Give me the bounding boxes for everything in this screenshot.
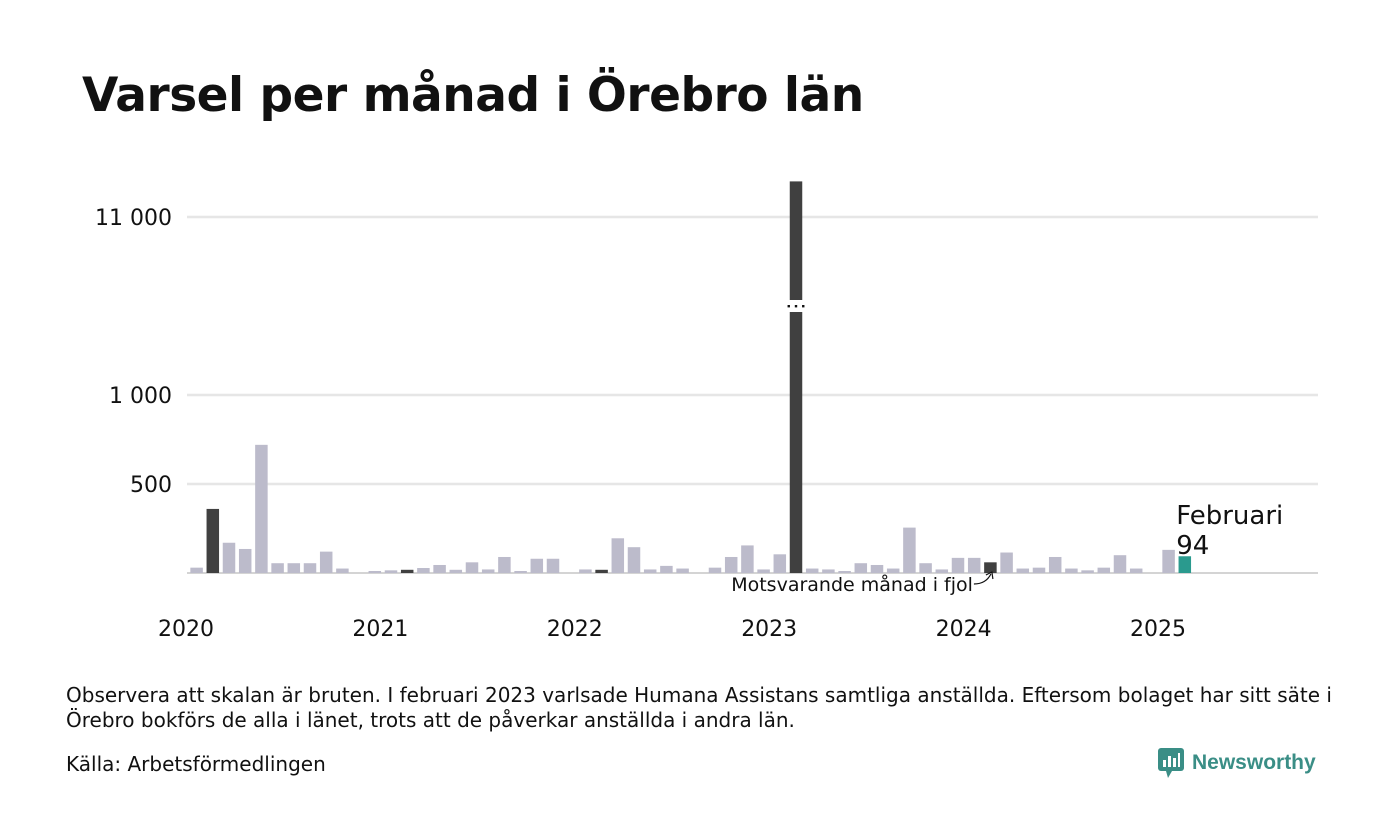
chart-note: Observera att skalan är bruten. I februa… xyxy=(66,683,1332,732)
newsworthy-logo-icon xyxy=(1158,748,1184,778)
bar-2022-11 xyxy=(741,545,754,573)
bar-2024-06 xyxy=(1048,556,1062,573)
bar-2023-09 xyxy=(903,527,916,573)
highlight-month-label: Februari xyxy=(1176,501,1283,531)
newsworthy-logo[interactable]: Newsworthy xyxy=(1158,748,1316,778)
source-credit: Källa: Arbetsförmedlingen xyxy=(66,752,326,776)
bar-2022-07 xyxy=(676,568,689,573)
previous-year-annotation: Motsvarande månad i fjol xyxy=(731,573,973,596)
bar-2023-04 xyxy=(822,569,835,573)
bar-2024-08 xyxy=(1081,570,1094,573)
bar-2021-08 xyxy=(498,556,511,573)
bar-2023-05 xyxy=(838,571,851,573)
bar-2025-01 xyxy=(1162,549,1175,573)
bar-2024-09 xyxy=(1097,567,1111,573)
y-tick-label: 11 000 xyxy=(95,206,172,231)
annotation-arrow-head xyxy=(985,571,994,580)
axis-break-dot xyxy=(794,305,798,308)
bar-2024-10 xyxy=(1113,555,1127,573)
bar-2020-03 xyxy=(222,542,236,573)
bar-2021-11 xyxy=(546,558,560,573)
x-tick-label: 2025 xyxy=(1130,617,1186,642)
bar-2022-05 xyxy=(643,569,657,573)
axis-break-dot xyxy=(802,305,805,308)
bar-2025-02 xyxy=(1178,556,1192,573)
bar-2020-12 xyxy=(368,571,382,573)
newsworthy-logo-text: Newsworthy xyxy=(1192,751,1316,774)
bar-2021-01 xyxy=(384,570,398,573)
bar-2024-03 xyxy=(1000,552,1013,573)
bar-2024-11 xyxy=(1129,568,1143,573)
bar-2021-05 xyxy=(449,569,463,573)
bar-2020-08 xyxy=(303,563,317,573)
bar-2022-09 xyxy=(708,567,722,573)
bar-2023-08 xyxy=(886,568,900,573)
y-tick-label: 500 xyxy=(130,473,172,498)
bar-2021-07 xyxy=(481,569,495,573)
chart-title: Varsel per månad i Örebro län xyxy=(82,68,864,123)
bar-2023-03 xyxy=(805,568,819,573)
bar-2022-03 xyxy=(611,538,625,573)
bar-2023-06 xyxy=(854,563,868,573)
bar-2022-02 xyxy=(595,569,608,573)
bar-2020-09 xyxy=(319,551,333,573)
x-tick-label: 2023 xyxy=(741,617,797,642)
bar-2022-01 xyxy=(579,569,592,573)
bar-2024-05 xyxy=(1032,567,1046,573)
bar-2023-02 xyxy=(789,181,803,573)
bar-2023-10 xyxy=(919,563,932,573)
bar-2020-05 xyxy=(255,444,268,573)
y-axis-ticks: 500 1 000 11 000 xyxy=(95,206,172,498)
bar-2024-04 xyxy=(1016,568,1030,573)
bar-2020-06 xyxy=(271,563,284,573)
bar-2024-01 xyxy=(967,557,981,573)
x-tick-label: 2020 xyxy=(158,617,214,642)
bar-2020-07 xyxy=(287,563,301,573)
x-tick-label: 2021 xyxy=(352,617,408,642)
bar-2021-06 xyxy=(465,562,479,573)
bar-2022-10 xyxy=(724,556,738,573)
bar-2020-01 xyxy=(190,567,203,573)
bar-2021-03 xyxy=(417,568,430,573)
bar-2021-10 xyxy=(530,558,544,573)
axis-break-dot xyxy=(787,305,790,308)
bar-2024-02 xyxy=(984,562,997,573)
y-tick-label: 1 000 xyxy=(109,384,172,409)
bar-2022-04 xyxy=(627,547,641,573)
bar-2023-01 xyxy=(773,554,787,573)
bar-2023-11 xyxy=(935,569,949,573)
bar-2022-12 xyxy=(757,569,770,573)
bars xyxy=(190,181,1192,573)
bar-2023-07 xyxy=(870,564,884,573)
gridlines xyxy=(187,215,1318,574)
bar-2020-02 xyxy=(206,508,220,573)
bar-2022-06 xyxy=(660,565,673,573)
bar-2021-02 xyxy=(400,569,414,573)
bar-2021-04 xyxy=(433,564,446,573)
x-axis-ticks: 2020 2021 2022 2023 2024 2025 xyxy=(158,617,1186,642)
x-tick-label: 2022 xyxy=(547,617,603,642)
annotation-arrow-line xyxy=(973,573,992,585)
highlight-value-label: 94 xyxy=(1176,531,1209,561)
x-tick-label: 2024 xyxy=(936,617,992,642)
bar-2020-04 xyxy=(238,548,252,573)
bar-2023-12 xyxy=(951,557,965,573)
bar-2020-10 xyxy=(336,568,349,573)
bar-2024-07 xyxy=(1065,568,1078,573)
bar-2021-09 xyxy=(514,571,527,573)
